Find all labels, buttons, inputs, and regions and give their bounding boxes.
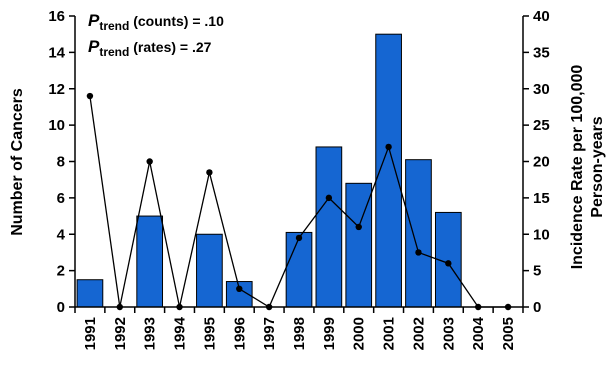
left-axis-ticks: 0 2 4 6 8 10 12 14 16	[48, 8, 75, 316]
x-tick-label-2003: 2003	[440, 317, 457, 350]
left-tick-label: 4	[57, 226, 66, 243]
rate-point-1993	[146, 158, 153, 165]
right-tick-label: 30	[533, 81, 550, 98]
bar-1998	[285, 231, 313, 308]
x-tick-label-1992: 1992	[112, 317, 129, 350]
left-tick-label: 14	[48, 44, 65, 61]
right-axis-title-line2: Person-years	[589, 116, 606, 217]
bar-1991	[76, 279, 104, 308]
bars	[76, 33, 462, 308]
right-tick-label: 0	[533, 299, 541, 316]
x-tick-label-2004: 2004	[470, 316, 487, 350]
left-tick-label: 12	[48, 81, 65, 98]
right-tick-label: 5	[533, 263, 541, 280]
bar-1993	[136, 215, 164, 308]
x-tick-label-2005: 2005	[500, 317, 517, 350]
right-tick-label: 20	[533, 154, 550, 171]
x-axis-ticks: 1991 1992 1993 1994 1995 1996 1997 1998 1999 2000…	[74, 307, 524, 350]
x-tick-label-2002: 2002	[410, 317, 427, 350]
trend-annotations: Ptrend (counts) = .10 Ptrend (rates) = .2…	[88, 11, 224, 59]
x-tick-label-1994: 1994	[172, 316, 189, 350]
rate-point-1995	[206, 169, 213, 176]
rate-series	[86, 92, 512, 311]
x-tick-label-2001: 2001	[381, 317, 398, 350]
x-tick-label-1991: 1991	[82, 317, 99, 350]
right-tick-label: 15	[533, 190, 550, 207]
x-tick-label-1995: 1995	[201, 317, 218, 350]
left-tick-label: 10	[48, 117, 65, 134]
left-tick-label: 8	[57, 154, 65, 171]
rate-point-1999	[325, 194, 333, 202]
left-tick-label: 6	[57, 190, 65, 207]
rate-point-2002	[415, 249, 422, 256]
left-tick-label: 2	[57, 263, 65, 280]
right-axis-title-line1: Incidence Rate per 100,000	[569, 65, 586, 270]
rate-point-2000	[355, 223, 362, 231]
left-tick-label: 16	[48, 8, 65, 25]
x-tick-label-1993: 1993	[142, 317, 159, 350]
rate-point-2003	[445, 260, 452, 267]
bar-1999	[315, 146, 343, 308]
right-axis-ticks: 0 5 10 15 20 25 30 35 40	[523, 8, 550, 316]
trend-annotation-2: Ptrend (rates) = .27	[88, 37, 212, 59]
rate-point-2001	[385, 143, 392, 151]
right-tick-label: 40	[533, 8, 550, 25]
rate-point-1991	[86, 92, 94, 100]
trend-annotation-1: Ptrend (counts) = .10	[88, 11, 224, 33]
x-tick-label-1996: 1996	[231, 317, 248, 350]
left-tick-label: 0	[57, 299, 65, 316]
rate-point-1998	[295, 234, 303, 242]
x-tick-label-2000: 2000	[351, 317, 368, 350]
rate-point-1996	[236, 285, 243, 293]
left-axis-title: Number of Cancers	[9, 88, 26, 236]
bar-1995	[196, 233, 223, 308]
x-tick-label-1999: 1999	[321, 317, 338, 350]
right-tick-label: 35	[533, 44, 550, 61]
x-tick-label-1998: 1998	[291, 317, 308, 350]
right-tick-label: 25	[533, 117, 550, 134]
right-tick-label: 10	[533, 226, 550, 243]
bar-2002	[405, 159, 432, 308]
x-tick-label-1997: 1997	[261, 317, 278, 350]
